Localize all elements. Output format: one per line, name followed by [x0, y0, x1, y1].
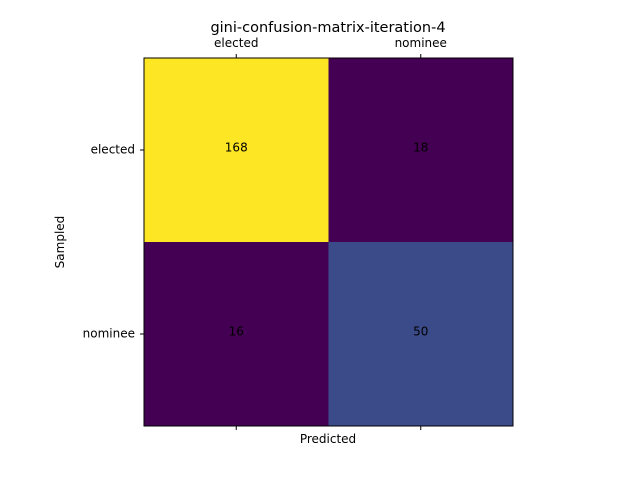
- heatmap-cell-labels: 168 18 16 50: [225, 141, 429, 339]
- heatmap-cell-r1-c1: [328, 242, 514, 427]
- y-ticks: elected nominee: [83, 143, 144, 341]
- heatmap-cell-r1-c0: [144, 242, 329, 427]
- y-tick-label: nominee: [83, 327, 135, 341]
- heatmap-cell-r0-c1: [328, 58, 514, 243]
- cell-value-r1-c0: 16: [229, 325, 244, 339]
- y-tick-label: elected: [91, 143, 135, 157]
- x-tick-label: nominee: [395, 36, 447, 50]
- cell-value-r0-c1: 18: [413, 141, 428, 155]
- cell-value-r0-c0: 168: [225, 141, 248, 155]
- heatmap-cells: [144, 58, 514, 427]
- x-ticks: elected nominee: [214, 36, 447, 430]
- plot-frame: [143, 57, 514, 427]
- x-axis-label: Predicted: [300, 432, 356, 446]
- x-tick-label: elected: [214, 36, 258, 50]
- cell-value-r1-c1: 50: [413, 325, 428, 339]
- chart-title: gini-confusion-matrix-iteration-4: [210, 20, 445, 36]
- heatmap-cell-r0-c0: [144, 58, 329, 243]
- y-axis-label: Sampled: [53, 216, 67, 269]
